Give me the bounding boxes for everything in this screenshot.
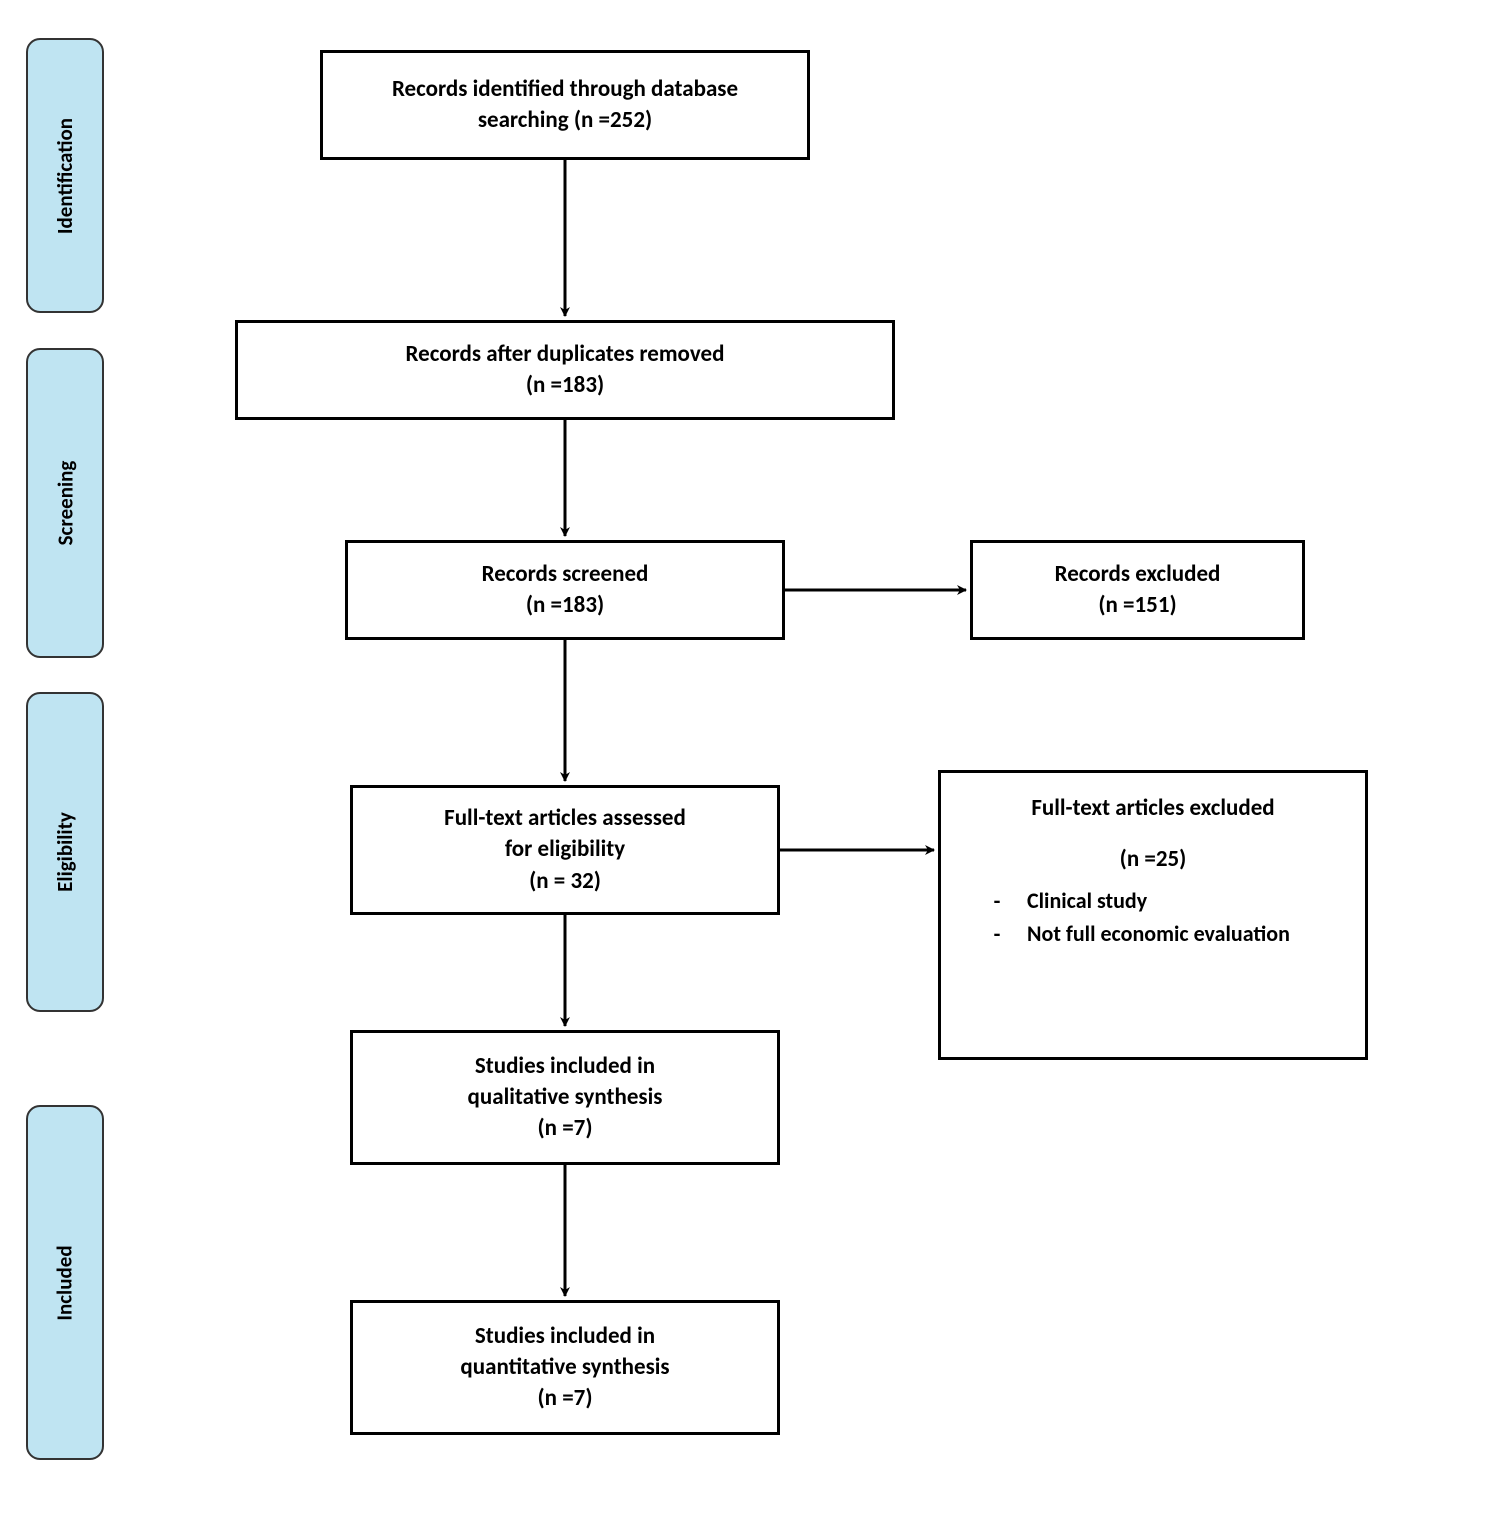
node-qual-line3: (n =7) xyxy=(538,1113,593,1144)
node-excluded-fulltext: Full-text articles excluded (n =25) - Cl… xyxy=(938,770,1368,1060)
node-identified-line2: searching (n =252) xyxy=(478,105,652,136)
node-elig-line1: Full-text articles assessed xyxy=(444,803,686,834)
node-after-dup-line2: (n =183) xyxy=(526,370,604,401)
node-excl-screen-line2: (n =151) xyxy=(1098,590,1176,621)
reason-2: Not full economic evaluation xyxy=(1027,920,1347,949)
reason-1: Clinical study xyxy=(1027,887,1347,916)
node-after-duplicates: Records after duplicates removed (n =183… xyxy=(235,320,895,420)
node-excl-full-title: Full-text articles excluded xyxy=(1031,793,1274,824)
stage-included-label: Included xyxy=(52,1245,78,1320)
node-quantitative: Studies included in quantitative synthes… xyxy=(350,1300,780,1435)
stage-included: Included xyxy=(26,1105,104,1460)
node-after-dup-line1: Records after duplicates removed xyxy=(406,339,725,370)
stage-identification-label: Identification xyxy=(52,117,78,233)
node-excluded-screening: Records excluded (n =151) xyxy=(970,540,1305,640)
prisma-flowchart: Identification Screening Eligibility Inc… xyxy=(20,20,1480,1520)
stage-eligibility: Eligibility xyxy=(26,692,104,1012)
node-qualitative: Studies included in qualitative synthesi… xyxy=(350,1030,780,1165)
list-item: - Clinical study xyxy=(967,887,1347,916)
list-item: - Not full economic evaluation xyxy=(967,920,1347,949)
node-screened-line1: Records screened xyxy=(482,559,649,590)
node-elig-line2: for eligibility xyxy=(505,834,625,865)
node-quant-line2: quantitative synthesis xyxy=(460,1352,669,1383)
exclusion-reasons-list: - Clinical study - Not full economic eva… xyxy=(959,887,1347,952)
node-elig-line3: (n = 32) xyxy=(529,866,601,897)
node-qual-line1: Studies included in xyxy=(475,1051,655,1082)
node-quant-line3: (n =7) xyxy=(538,1383,593,1414)
node-identified: Records identified through database sear… xyxy=(320,50,810,160)
stage-screening-label: Screening xyxy=(52,461,78,546)
node-excl-full-count: (n =25) xyxy=(1120,844,1187,875)
stage-eligibility-label: Eligibility xyxy=(52,812,78,892)
node-screened-line2: (n =183) xyxy=(526,590,604,621)
node-qual-line2: qualitative synthesis xyxy=(468,1082,663,1113)
stage-identification: Identification xyxy=(26,38,104,313)
node-screened: Records screened (n =183) xyxy=(345,540,785,640)
node-eligibility: Full-text articles assessed for eligibil… xyxy=(350,785,780,915)
node-excl-screen-line1: Records excluded xyxy=(1055,559,1221,590)
node-quant-line1: Studies included in xyxy=(475,1321,655,1352)
stage-screening: Screening xyxy=(26,348,104,658)
node-identified-line1: Records identified through database xyxy=(392,74,738,105)
